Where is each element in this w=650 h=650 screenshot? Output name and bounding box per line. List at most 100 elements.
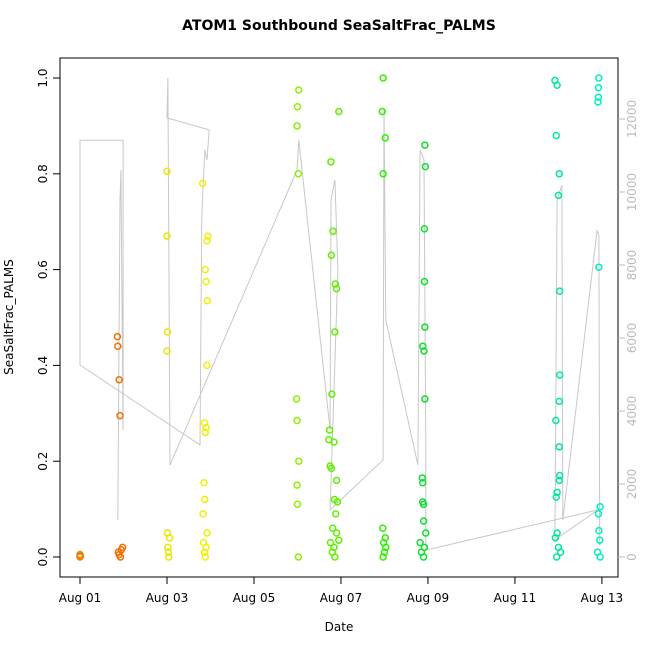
point [381, 134, 390, 142]
point [596, 553, 604, 561]
point [420, 347, 428, 355]
point [422, 529, 430, 537]
point [293, 481, 301, 489]
point [199, 510, 207, 518]
point [421, 141, 429, 149]
point [553, 488, 561, 497]
point [328, 390, 336, 398]
y-tick-label: 0.0 [36, 547, 50, 566]
point [204, 232, 212, 240]
point [294, 553, 303, 561]
point [163, 232, 171, 240]
point [330, 438, 338, 446]
y-tick-label: 0.6 [36, 260, 50, 279]
y2-tick-label: 0 [625, 553, 639, 561]
point [198, 179, 207, 188]
point [116, 553, 125, 561]
point [555, 397, 564, 406]
point [418, 342, 427, 350]
point [114, 342, 122, 350]
point [554, 191, 563, 200]
point [552, 416, 560, 425]
point [379, 553, 387, 561]
point [201, 265, 210, 274]
point [595, 263, 603, 271]
point [552, 493, 560, 501]
point [595, 74, 603, 82]
point [382, 543, 390, 552]
point [293, 103, 302, 111]
y2-tick-label: 2000 [625, 469, 639, 500]
point [552, 131, 560, 140]
point [596, 502, 604, 511]
point [203, 296, 212, 305]
point [595, 526, 603, 535]
plot-box [59, 57, 619, 578]
point [419, 500, 428, 509]
point [292, 395, 301, 403]
point [327, 158, 335, 166]
y-tick-label: 0.8 [36, 164, 50, 183]
point [163, 167, 171, 176]
point [333, 498, 342, 506]
point [293, 122, 301, 130]
point [419, 553, 428, 561]
y2-tick-label: 8000 [625, 250, 639, 281]
x-tick-label: Aug 11 [494, 591, 537, 605]
y2-tick-label: 12000 [625, 100, 639, 138]
point [551, 534, 560, 542]
point [421, 395, 429, 403]
point [329, 227, 337, 236]
point [202, 277, 210, 286]
point [555, 476, 564, 485]
point [203, 361, 211, 370]
point [325, 426, 334, 434]
point [416, 538, 424, 547]
point [594, 93, 603, 101]
y2-tick-label: 10000 [625, 173, 639, 211]
x-tick-label: Aug 13 [581, 591, 624, 605]
point [555, 443, 564, 451]
point [293, 416, 301, 425]
point [203, 529, 211, 537]
point [328, 524, 337, 532]
point [116, 411, 124, 420]
point [201, 553, 210, 561]
x-tick-label: Aug 03 [146, 591, 189, 605]
point [421, 162, 430, 171]
point [332, 529, 341, 537]
point [332, 285, 341, 293]
point [294, 170, 303, 178]
point [164, 543, 172, 552]
x-axis-label: Date [325, 620, 354, 634]
point [164, 548, 173, 556]
point [552, 553, 561, 561]
x-tick-label: Aug 01 [59, 591, 102, 605]
point [420, 277, 429, 286]
point [594, 510, 603, 518]
point [555, 371, 564, 379]
point [553, 81, 561, 89]
point [331, 510, 340, 518]
point [418, 478, 427, 487]
point [163, 328, 172, 336]
point [76, 552, 85, 560]
point [595, 536, 604, 544]
point [418, 474, 427, 482]
point [380, 548, 389, 556]
altitude-line [79, 78, 601, 551]
point [555, 471, 564, 480]
point [293, 500, 302, 509]
point [378, 107, 387, 116]
point [378, 524, 387, 532]
point [201, 428, 210, 437]
point [327, 251, 336, 259]
point [327, 464, 336, 473]
y-axis-label: SeaSaltFrac_PALMS [2, 259, 16, 375]
point [555, 287, 564, 295]
point [335, 536, 343, 544]
point [594, 98, 602, 106]
x-tick-label: Aug 05 [233, 591, 276, 605]
point [335, 107, 343, 116]
